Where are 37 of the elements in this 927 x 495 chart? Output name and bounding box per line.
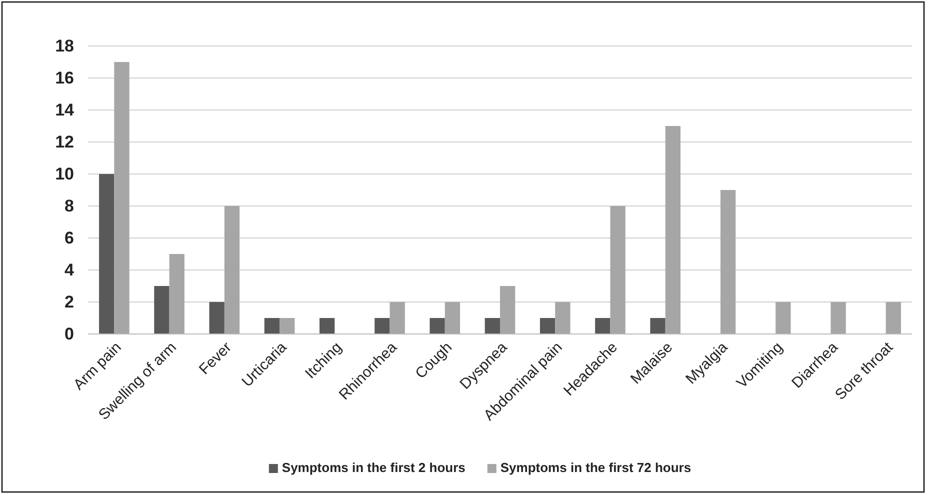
- bar: [500, 286, 516, 334]
- bar: [444, 302, 460, 334]
- bar: [224, 206, 240, 334]
- y-tick-label: 2: [64, 292, 74, 312]
- bar: [830, 302, 846, 334]
- bar: [319, 318, 335, 334]
- legend-label: Symptoms in the first 2 hours: [282, 460, 466, 475]
- legend-label: Symptoms in the first 72 hours: [500, 460, 692, 475]
- bar: [595, 318, 610, 334]
- bar: [540, 318, 556, 334]
- bar: [776, 302, 791, 334]
- bar: [886, 302, 901, 334]
- bar: [374, 318, 390, 334]
- bar: [650, 318, 666, 334]
- bar: [484, 318, 500, 334]
- bar: [114, 62, 130, 334]
- bar: [390, 302, 405, 334]
- y-tick-label: 12: [55, 132, 74, 152]
- y-tick-label: 6: [64, 228, 74, 248]
- y-tick-label: 10: [55, 164, 74, 184]
- y-tick-label: 18: [55, 36, 74, 56]
- bar: [610, 206, 626, 334]
- y-tick-label: 8: [64, 196, 74, 216]
- y-tick-label: 16: [55, 68, 74, 88]
- bar: [430, 318, 445, 334]
- bar: [209, 302, 224, 334]
- bar: [264, 318, 280, 334]
- y-tick-label: 0: [64, 324, 74, 344]
- y-tick-label: 4: [64, 260, 75, 280]
- bar: [154, 286, 170, 334]
- bar: [280, 318, 295, 334]
- bar: [665, 126, 681, 334]
- y-tick-label: 14: [55, 100, 75, 120]
- bar: [720, 190, 736, 334]
- bar: [555, 302, 570, 334]
- bar: [169, 254, 184, 334]
- bar: [99, 174, 114, 334]
